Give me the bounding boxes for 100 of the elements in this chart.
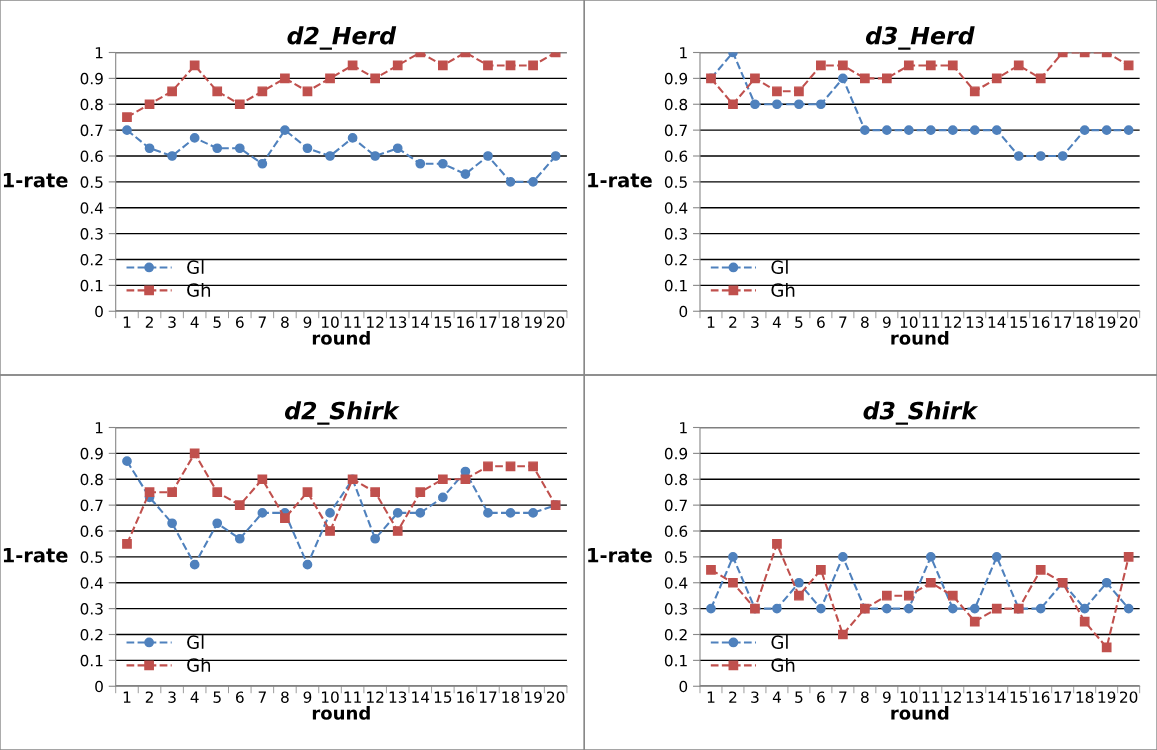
y-tick-label: 0.4 — [664, 202, 688, 214]
x-tick-label: 4 — [190, 316, 199, 328]
y-tick-label: 0.9 — [664, 72, 688, 85]
y-tick-label: 0.3 — [80, 603, 103, 615]
y-tick-label: 0.9 — [80, 72, 103, 85]
legend-label: Gl — [187, 635, 204, 650]
x-tick-label: 7 — [258, 316, 266, 328]
x-tick-label: 9 — [882, 316, 891, 328]
x-tick-label: 1 — [123, 691, 131, 703]
x-tick-label: 18 — [1076, 691, 1094, 703]
x-tick-label: 20 — [547, 316, 565, 328]
y-tick-label: 0.9 — [664, 447, 688, 460]
x-tick-label: 11 — [344, 316, 361, 328]
y-tick-label: 0.6 — [80, 150, 103, 163]
y-tick-label: 0.7 — [664, 499, 687, 512]
y-tick-label: 0.3 — [80, 228, 103, 240]
y-tick-label: 0.6 — [664, 525, 688, 538]
legend-label: Gh — [187, 657, 211, 672]
x-tick-label: 11 — [344, 691, 361, 703]
x-tick-label: 12 — [944, 691, 961, 703]
x-tick-label: 19 — [525, 316, 542, 328]
x-tick-label: 3 — [751, 316, 759, 328]
y-axis-title: 1-rate — [3, 173, 68, 188]
x-axis-title: round — [312, 330, 370, 345]
y-tick-label: 0.8 — [80, 473, 103, 486]
x-tick-label: 8 — [281, 691, 289, 703]
x-tick-label: 12 — [367, 691, 384, 703]
x-tick-label: 16 — [1032, 316, 1050, 328]
x-tick-label: 17 — [1054, 691, 1072, 703]
x-tick-label: 18 — [1076, 316, 1094, 328]
x-tick-label: 5 — [795, 316, 803, 328]
x-tick-label: 4 — [190, 691, 199, 703]
y-tick-label: 0.5 — [80, 176, 103, 188]
y-tick-label: 1 — [95, 47, 103, 59]
x-axis-title: round — [891, 705, 949, 720]
x-tick-label: 14 — [988, 691, 1006, 703]
x-tick-label: 7 — [258, 691, 266, 703]
x-tick-label: 10 — [321, 691, 339, 703]
x-tick-label: 1 — [123, 316, 131, 328]
x-tick-label: 12 — [367, 316, 384, 328]
x-tick-label: 7 — [839, 691, 847, 703]
x-tick-label: 14 — [412, 316, 430, 328]
x-tick-label: 10 — [321, 316, 339, 328]
x-tick-label: 19 — [1098, 691, 1116, 703]
x-tick-label: 20 — [547, 691, 565, 703]
x-tick-label: 17 — [479, 691, 497, 703]
chart-title: d3_Shirk — [863, 401, 979, 425]
x-tick-label: 19 — [1098, 316, 1116, 328]
x-tick-label: 11 — [922, 691, 940, 703]
x-tick-label: 18 — [502, 316, 520, 328]
x-tick-label: 14 — [412, 691, 430, 703]
x-tick-label: 13 — [389, 691, 407, 703]
x-tick-label: 6 — [236, 316, 244, 328]
x-tick-label: 2 — [729, 691, 737, 703]
y-tick-label: 0.2 — [664, 628, 687, 641]
y-tick-label: 0.4 — [80, 577, 104, 589]
x-axis-title: round — [891, 330, 949, 345]
x-tick-label: 9 — [303, 316, 312, 328]
y-tick-label: 1 — [680, 422, 687, 434]
legend-label: Gl — [771, 260, 788, 275]
y-tick-label: 0.4 — [80, 202, 104, 214]
x-tick-label: 6 — [236, 691, 244, 703]
y-tick-label: 1 — [680, 47, 687, 59]
x-tick-label: 5 — [213, 316, 221, 328]
y-tick-label: 0.2 — [664, 253, 687, 266]
x-tick-label: 16 — [457, 316, 475, 328]
y-tick-label: 0.4 — [664, 577, 688, 589]
x-tick-label: 1 — [707, 316, 715, 328]
x-tick-label: 3 — [751, 691, 759, 703]
x-tick-label: 5 — [213, 691, 221, 703]
x-tick-label: 9 — [303, 691, 312, 703]
y-tick-label: 0 — [679, 305, 688, 318]
x-tick-label: 17 — [1054, 316, 1072, 328]
x-tick-label: 2 — [145, 691, 153, 703]
y-tick-label: 0 — [95, 305, 103, 318]
x-tick-label: 2 — [145, 316, 153, 328]
y-tick-label: 0.1 — [80, 654, 103, 667]
legend-label: Gl — [771, 635, 788, 650]
y-tick-label: 0.8 — [664, 473, 688, 486]
x-tick-label: 1 — [707, 691, 715, 703]
x-tick-label: 8 — [281, 316, 289, 328]
y-tick-label: 0.5 — [664, 176, 687, 188]
x-tick-label: 10 — [900, 691, 918, 703]
x-tick-label: 4 — [772, 316, 781, 328]
y-tick-label: 0.7 — [80, 499, 103, 512]
x-tick-label: 20 — [1120, 691, 1138, 703]
y-tick-label: 0.8 — [80, 98, 103, 111]
x-axis-title: round — [312, 705, 370, 720]
x-tick-label: 9 — [882, 691, 891, 703]
y-axis-title: 1-rate — [3, 548, 68, 563]
y-tick-label: 0.1 — [664, 654, 687, 667]
y-tick-label: 0.2 — [80, 628, 103, 641]
x-tick-label: 3 — [168, 691, 176, 703]
x-tick-label: 13 — [389, 316, 407, 328]
y-tick-label: 0.8 — [664, 98, 688, 111]
y-tick-label: 0.7 — [80, 124, 103, 137]
x-tick-label: 16 — [1032, 691, 1050, 703]
x-tick-label: 4 — [772, 691, 781, 703]
y-tick-label: 0.1 — [80, 279, 103, 292]
chart-title: d2_Shirk — [284, 401, 400, 425]
